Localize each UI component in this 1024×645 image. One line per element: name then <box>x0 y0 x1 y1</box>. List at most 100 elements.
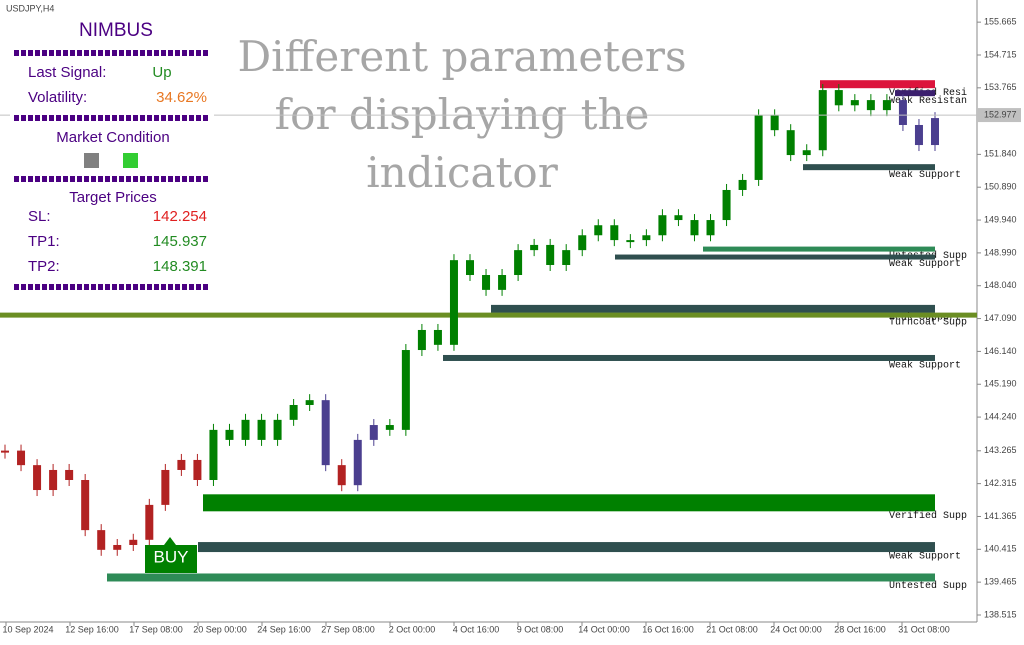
candle <box>594 225 603 236</box>
candle <box>802 150 811 156</box>
panel-bg <box>10 16 214 294</box>
x-tick-label: 12 Sep 16:00 <box>65 624 119 634</box>
candle <box>530 244 539 251</box>
label: TP1: <box>28 233 60 250</box>
candle <box>498 275 507 290</box>
y-tick-label: 155.665 <box>984 17 1017 27</box>
candle <box>658 215 667 236</box>
candle <box>385 425 394 430</box>
candle <box>866 100 875 111</box>
candle <box>417 329 426 351</box>
candle <box>113 544 122 550</box>
x-tick-label: 20 Sep 00:00 <box>193 624 247 634</box>
condition-box <box>84 153 99 168</box>
candle <box>337 465 346 486</box>
level-label: Weak Support <box>889 551 961 563</box>
label: SL: <box>28 208 51 225</box>
value: 148.391 <box>153 258 207 275</box>
candle <box>482 275 491 290</box>
signal-arrow <box>164 537 176 545</box>
candle <box>161 469 170 505</box>
label: Volatility: <box>28 89 87 106</box>
level-label: Untested Supp <box>889 580 967 592</box>
candle <box>770 115 779 131</box>
x-tick-label: 24 Sep 16:00 <box>257 624 311 634</box>
candle <box>177 459 186 470</box>
label: Last Signal: <box>28 64 106 81</box>
level-line <box>491 304 935 313</box>
candle <box>626 240 635 243</box>
y-tick-label: 153.765 <box>984 82 1017 92</box>
signal-label: BUY <box>154 547 189 566</box>
candle <box>81 480 90 531</box>
section-title: Market Condition <box>56 129 169 146</box>
candle <box>289 404 298 420</box>
candle <box>690 220 699 236</box>
candle <box>1 450 9 453</box>
candle <box>97 530 106 550</box>
level-label: Verified Supp <box>889 510 967 522</box>
y-tick-label: 145.190 <box>984 379 1017 389</box>
candle <box>931 118 939 146</box>
x-tick-label: 28 Oct 16:00 <box>834 624 886 634</box>
candle <box>514 250 523 276</box>
x-tick-label: 9 Oct 08:00 <box>517 624 564 634</box>
level-line <box>0 312 977 318</box>
x-tick-label: 27 Sep 08:00 <box>321 624 375 634</box>
y-tick-label: 144.240 <box>984 411 1017 421</box>
candle <box>738 179 747 190</box>
candle <box>818 90 827 151</box>
candle <box>578 235 587 251</box>
condition-box <box>123 153 138 168</box>
candle <box>273 419 282 440</box>
candle <box>225 429 234 440</box>
x-tick-label: 31 Oct 08:00 <box>898 624 950 634</box>
level-label: Weak Support <box>889 169 961 181</box>
candle <box>321 400 330 466</box>
candle <box>754 115 763 180</box>
y-tick-label: 150.890 <box>984 182 1017 192</box>
candle <box>353 439 362 486</box>
y-tick-label: 148.990 <box>984 247 1017 257</box>
candle <box>145 504 154 540</box>
candle <box>241 419 250 440</box>
value: 145.937 <box>153 233 207 250</box>
level-label: Weak Resistan <box>889 95 967 107</box>
candle <box>193 459 202 480</box>
y-tick-label: 148.040 <box>984 280 1017 290</box>
candle <box>674 215 683 221</box>
y-tick-label: 143.265 <box>984 445 1017 455</box>
current-price-box <box>977 108 1021 123</box>
y-tick-label: 142.315 <box>984 478 1017 488</box>
candle <box>850 100 859 106</box>
x-tick-label: 24 Oct 00:00 <box>770 624 822 634</box>
candle <box>257 419 266 440</box>
candle <box>65 469 74 480</box>
candle <box>834 90 843 106</box>
candle <box>305 400 314 405</box>
level-line <box>820 80 935 89</box>
value: 142.254 <box>153 208 207 225</box>
y-tick-label: 149.940 <box>984 214 1017 224</box>
candle <box>546 244 555 265</box>
y-tick-label: 147.090 <box>984 313 1017 323</box>
candle <box>914 124 923 146</box>
info-panel: NIMBUS Last Signal: Up Volatility: 34.62… <box>10 16 214 294</box>
candle <box>209 429 218 480</box>
level-line <box>803 164 935 171</box>
x-tick-label: 10 Sep 2024 <box>2 624 53 634</box>
x-tick-label: 14 Oct 00:00 <box>578 624 630 634</box>
window-title: USDJPY,H4 <box>6 3 54 13</box>
candle <box>898 100 907 125</box>
candle <box>49 469 58 491</box>
candle <box>722 189 731 221</box>
candle <box>433 329 442 345</box>
section-title: Target Prices <box>69 189 157 206</box>
y-tick-label: 154.715 <box>984 49 1017 59</box>
level-line <box>703 246 935 252</box>
candle <box>562 250 571 265</box>
value: Up <box>152 64 171 81</box>
